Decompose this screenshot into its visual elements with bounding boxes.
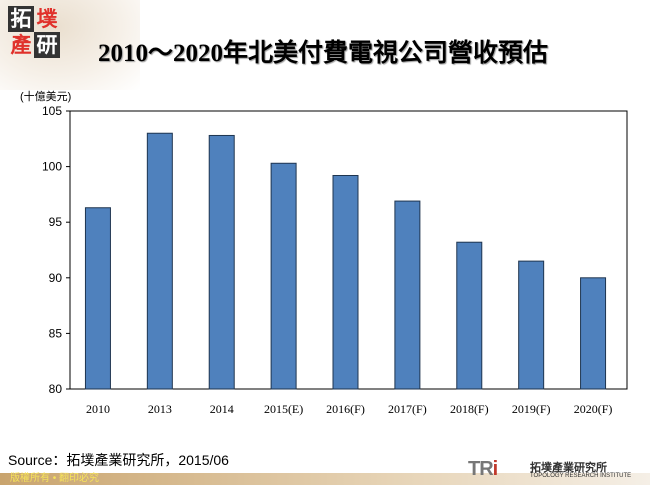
bar bbox=[146, 132, 173, 390]
x-tick-label: 2018(F) bbox=[450, 402, 489, 416]
x-tick-label: 2010 bbox=[86, 402, 110, 416]
copyright-text: 版權所有 • 翻印必究 bbox=[10, 473, 100, 484]
bar-chart: 80 85 90 95 100 105 2010 2013 2014 2015(E) 2016(F)… bbox=[42, 104, 628, 416]
bar bbox=[456, 241, 483, 390]
y-tick-label: 95 bbox=[49, 215, 63, 229]
source-note: Source：拓墣產業研究所，2015/06 bbox=[8, 452, 229, 468]
bar bbox=[518, 260, 545, 390]
bar bbox=[394, 200, 421, 390]
x-tick-label: 2013 bbox=[148, 402, 172, 416]
y-tick-label: 90 bbox=[49, 271, 63, 285]
logo-char: 拓 bbox=[8, 6, 34, 32]
x-tick-label: 2015(E) bbox=[264, 402, 303, 416]
bar bbox=[208, 134, 235, 390]
x-tick-label: 2014 bbox=[210, 402, 234, 416]
x-tick-label: 2016(F) bbox=[326, 402, 365, 416]
chart-title: 2010～2020年北美付費電視公司營收預估 bbox=[98, 40, 549, 67]
x-tick-label: 2020(F) bbox=[574, 402, 613, 416]
x-tick-label: 2017(F) bbox=[388, 402, 427, 416]
y-tick-label: 105 bbox=[42, 104, 62, 118]
bar bbox=[332, 174, 359, 390]
y-tick-label: 100 bbox=[42, 160, 62, 174]
logo-char: 產 bbox=[10, 33, 32, 57]
bar bbox=[270, 162, 297, 390]
x-tick-label: 2019(F) bbox=[512, 402, 551, 416]
tri-name-cn: 拓墣產業研究所 bbox=[530, 462, 607, 474]
y-tick-label: 85 bbox=[49, 326, 63, 340]
tri-logo: TRi 拓墣產業研究所 TOPOLOGY RESEARCH INSTITUTE bbox=[468, 458, 648, 482]
y-axis-unit: (十億美元) bbox=[20, 91, 72, 103]
logo-char: 研 bbox=[34, 32, 60, 58]
tri-mark: TRi bbox=[468, 458, 498, 480]
bar bbox=[580, 277, 607, 390]
tri-name-en: TOPOLOGY RESEARCH INSTITUTE bbox=[530, 473, 632, 479]
y-tick-label: 80 bbox=[49, 382, 63, 396]
logo: 拓 墣 產 研 bbox=[8, 6, 60, 58]
logo-char: 墣 bbox=[36, 7, 58, 31]
footer-bar: 版權所有 • 翻印必究 bbox=[0, 473, 650, 485]
bar bbox=[84, 207, 111, 390]
